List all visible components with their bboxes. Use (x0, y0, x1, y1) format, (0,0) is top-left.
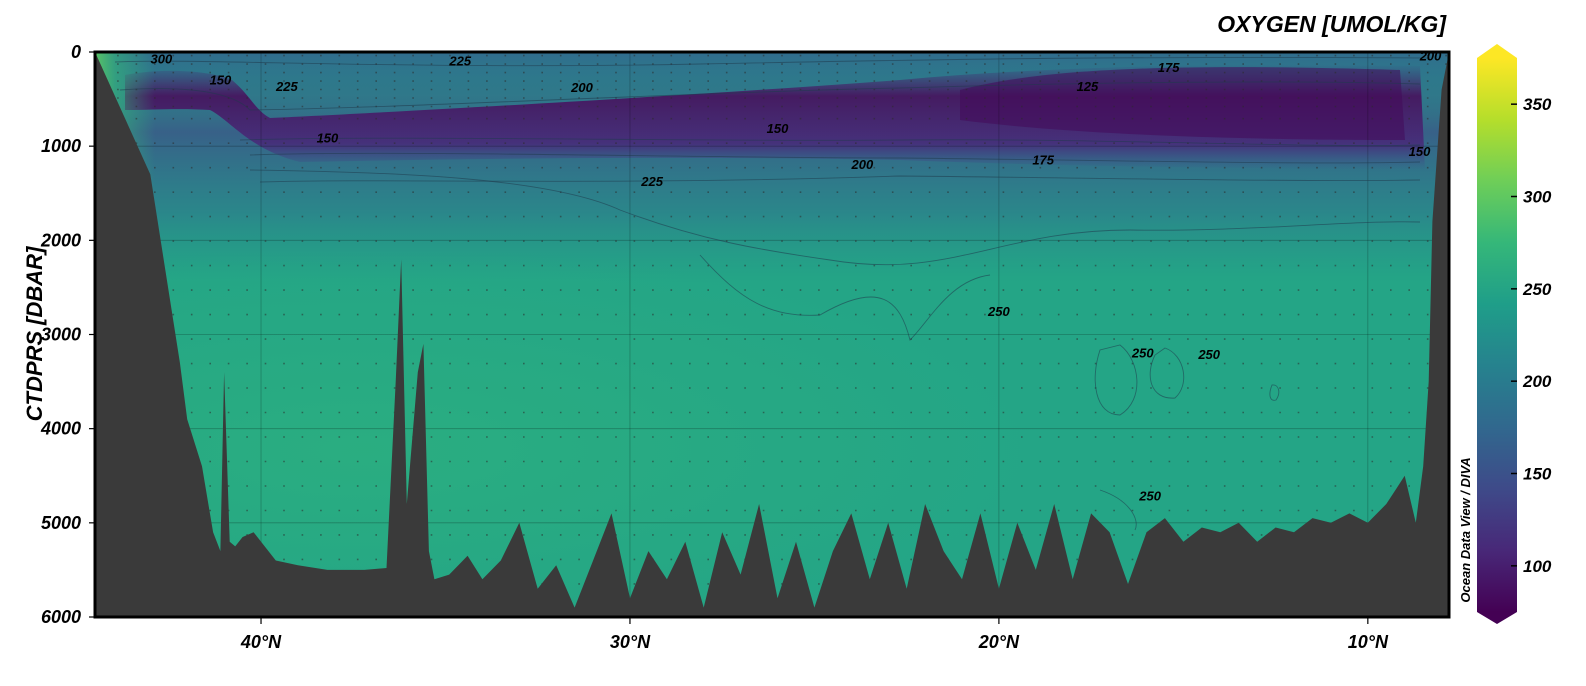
chart-title: OXYGEN [UMOL/KG] (1217, 11, 1447, 37)
contour-label: 250 (1138, 488, 1161, 503)
contour-label: 225 (448, 53, 471, 68)
x-tick-label: 10°N (1348, 632, 1389, 652)
contour-line (259, 175, 1421, 183)
contour-label: 175 (1032, 152, 1054, 167)
y-axis-title: CTDPRS [DBAR] (22, 246, 47, 421)
y-tick-label: 5000 (41, 513, 81, 533)
contour-label: 150 (767, 121, 789, 136)
contour-line (249, 152, 1421, 164)
credit-text: Ocean Data View / DIVA (1458, 457, 1473, 602)
y-tick-label: 4000 (40, 419, 81, 439)
y-tick-label: 2000 (40, 230, 81, 250)
x-tick-label: 20°N (978, 632, 1020, 652)
contour-line (249, 169, 1421, 266)
contour-label: 175 (1158, 60, 1180, 75)
contour-label: 200 (1419, 49, 1442, 64)
x-tick-label: 40°N (240, 632, 282, 652)
contour-label: 300 (151, 52, 173, 67)
contour-label: 150 (210, 72, 232, 87)
contour-labels: 300 150 225 225 200 150 150 125 175 200 225 200 175 1… (151, 49, 1443, 503)
contour-label: 250 (987, 304, 1010, 319)
oxygen-field: 300 150 225 225 200 150 150 125 175 200 225 200 175 1… (95, 49, 1449, 617)
contour-line (1149, 347, 1185, 399)
contour-line (1099, 489, 1137, 531)
contour-line (699, 254, 991, 341)
seafloor-bathymetry (95, 52, 1449, 617)
contour-label: 200 (570, 80, 593, 95)
y-axis: 0 1000 2000 3000 4000 5000 6000 (40, 42, 95, 627)
contour-line (1094, 344, 1138, 416)
contour-line (1269, 384, 1280, 401)
contour-label: 150 (1409, 144, 1431, 159)
colorbar-tick-label: 350 (1523, 95, 1552, 114)
contour-label: 250 (1197, 347, 1220, 362)
contour-label: 150 (317, 131, 339, 146)
contour-label: 250 (1131, 345, 1154, 360)
colorbar-max-extension (1477, 44, 1517, 58)
colorbar-min-extension (1477, 612, 1517, 624)
contour-line (119, 81, 1421, 111)
colorbar-scale (1477, 58, 1517, 612)
colorbar-tick-label: 200 (1522, 372, 1552, 391)
colorbar-tick-label: 150 (1523, 465, 1552, 484)
contour-line (239, 137, 1421, 147)
colorbar-tick-label: 100 (1523, 557, 1552, 576)
y-tick-label: 3000 (41, 325, 81, 345)
x-tick-label: 30°N (610, 632, 651, 652)
contour-line (114, 57, 1431, 67)
x-axis: 40°N 30°N 20°N 10°N (240, 617, 1389, 652)
colorbar: 100 150 200 250 300 350 (1477, 44, 1552, 624)
colorbar-tick-label: 250 (1522, 280, 1552, 299)
contour-label: 225 (275, 79, 298, 94)
y-tick-label: 0 (71, 42, 81, 62)
oxygen-minimum-core (960, 67, 1405, 140)
contour-label: 225 (640, 174, 663, 189)
colorbar-tick-label: 300 (1523, 188, 1552, 207)
contour-lines (114, 57, 1431, 531)
y-tick-label: 6000 (41, 607, 81, 627)
contour-label: 125 (1077, 79, 1099, 94)
y-tick-label: 1000 (41, 136, 81, 156)
contour-label: 200 (851, 157, 874, 172)
